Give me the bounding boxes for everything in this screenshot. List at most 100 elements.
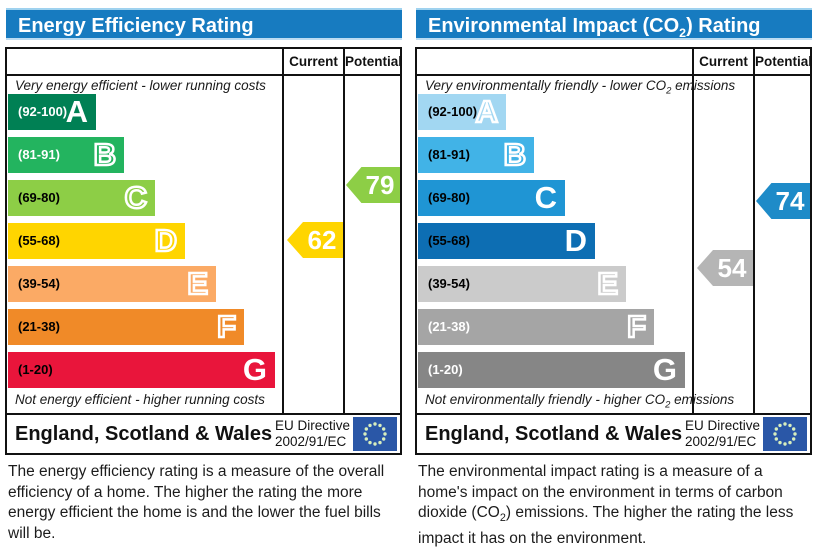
- band-range-label: (39-54): [18, 276, 60, 291]
- band-range-label: (1-20): [428, 362, 463, 377]
- environmental-impact-description: The environmental impact rating is a mea…: [418, 462, 796, 549]
- title-subscript: 2: [679, 26, 687, 40]
- left-arrow-icon: [346, 167, 400, 203]
- band-row-c: (69-80) C: [418, 180, 565, 216]
- band-row-e: (39-54) E: [8, 265, 216, 303]
- eu-directive-label: EU Directive 2002/91/EC: [685, 418, 760, 450]
- band-letter: E: [186, 265, 209, 303]
- band-range-label: (55-68): [428, 233, 470, 248]
- region-label: England, Scotland & Wales: [15, 423, 273, 445]
- column-header-row: [7, 49, 400, 76]
- energy-efficiency-title: Energy Efficiency Rating: [6, 8, 402, 40]
- title-text: Energy Efficiency Rating: [18, 15, 254, 37]
- caption-text: Very energy efficient - lower running co…: [15, 78, 266, 93]
- band-range-label: (21-38): [18, 319, 60, 334]
- band-range-label: (69-80): [428, 190, 470, 205]
- column-divider: [282, 49, 284, 415]
- caption-text: Very environmentally friendly - lower CO: [425, 78, 667, 93]
- band-row-c: (69-80) C: [8, 179, 155, 217]
- footer-row: England, Scotland & Wales EU Directive 2…: [7, 413, 400, 453]
- environmental-impact-panel: Environmental Impact (CO2) Rating Curren…: [410, 0, 820, 547]
- energy-efficiency-panel: Energy Efficiency Rating Current Potenti…: [0, 0, 410, 547]
- eu-flag-icon: [353, 417, 397, 451]
- band-letter: D: [153, 222, 178, 260]
- chart-area: Current Potential Very energy efficient …: [7, 49, 403, 453]
- band-row-d: (55-68) D: [418, 223, 595, 259]
- chart-area: Current Potential Very environmentally f…: [417, 49, 813, 453]
- band-letter: A: [474, 93, 499, 131]
- band-letter: B: [502, 136, 527, 174]
- band-letter: G: [242, 352, 267, 387]
- current-rating-arrow: 62: [287, 222, 343, 258]
- band-range-label: (1-20): [18, 362, 53, 377]
- band-row-b: (81-91) B: [418, 136, 534, 174]
- top-caption: Very environmentally friendly - lower CO…: [425, 78, 735, 97]
- left-arrow-icon: [697, 250, 753, 286]
- band-row-f: (21-38) F: [8, 308, 244, 346]
- column-header-row: [417, 49, 810, 76]
- potential-column-header: Potential: [755, 54, 813, 69]
- column-divider: [343, 49, 345, 415]
- potential-rating-arrow: 74: [756, 183, 810, 219]
- band-row-b: (81-91) B: [8, 136, 124, 174]
- title-text: Environmental Impact (CO: [428, 15, 680, 37]
- band-letter: F: [216, 308, 237, 346]
- region-label: England, Scotland & Wales: [425, 423, 683, 445]
- band-letter: E: [596, 265, 619, 303]
- eu-directive-line1: EU Directive: [684, 418, 760, 433]
- caption-subscript: 2: [665, 399, 671, 411]
- band-letter: C: [534, 180, 557, 215]
- band-row-g: (1-20) G: [418, 352, 685, 388]
- band-letter: D: [564, 223, 587, 258]
- band-row-e: (39-54) E: [418, 265, 626, 303]
- band-range-label: (69-80): [18, 190, 60, 205]
- band-row-g: (1-20) G: [8, 352, 275, 388]
- band-row-d: (55-68) D: [8, 222, 185, 260]
- eu-flag-icon: [763, 417, 807, 451]
- caption-text-post: emissions: [671, 78, 736, 93]
- energy-efficiency-description: The energy efficiency rating is a measur…: [8, 462, 386, 549]
- band-range-label: (81-91): [428, 147, 470, 162]
- caption-text: Not energy efficient - higher running co…: [15, 392, 265, 407]
- potential-rating-value: 74: [775, 185, 805, 216]
- left-arrow-icon: [287, 222, 343, 258]
- band-letter: F: [626, 308, 647, 346]
- description-subscript: 2: [499, 512, 506, 525]
- title-text-post: ) Rating: [686, 15, 761, 37]
- potential-rating-arrow: 79: [346, 167, 400, 203]
- current-rating-value: 62: [307, 224, 337, 255]
- environmental-impact-title: Environmental Impact (CO2) Rating: [416, 8, 812, 40]
- band-row-a: (92-100) A: [418, 93, 506, 131]
- band-letter: B: [92, 136, 117, 174]
- eu-directive-label: EU Directive 2002/91/EC: [275, 418, 350, 450]
- bottom-caption: Not environmentally friendly - higher CO…: [425, 392, 734, 411]
- band-range-label: (21-38): [428, 319, 470, 334]
- eu-directive-line2: 2002/91/EC: [274, 434, 347, 449]
- band-range-label: (81-91): [18, 147, 60, 162]
- band-row-f: (21-38) F: [418, 308, 654, 346]
- band-letter: C: [123, 179, 148, 217]
- caption-text-post: emissions: [670, 392, 735, 407]
- description-text-post: ) emissions. The higher the rating the l…: [418, 504, 794, 547]
- current-rating-value: 54: [717, 252, 747, 283]
- band-range-label: (92-100): [18, 104, 68, 119]
- description-text: The environmental impact rating is a mea…: [418, 463, 783, 521]
- potential-column-header: Potential: [345, 54, 403, 69]
- left-arrow-icon: [756, 183, 810, 219]
- column-divider: [692, 49, 694, 415]
- eu-directive-line1: EU Directive: [274, 418, 350, 433]
- caption-text: Not environmentally friendly - higher CO: [425, 392, 666, 407]
- co2-rating-chart: Current Potential Very environmentally f…: [415, 47, 812, 455]
- band-range-label: (39-54): [428, 276, 470, 291]
- energy-rating-chart: Current Potential Very energy efficient …: [5, 47, 402, 455]
- description-text: The energy efficiency rating is a measur…: [8, 463, 385, 542]
- column-divider: [753, 49, 755, 415]
- caption-subscript: 2: [666, 85, 672, 97]
- eu-directive-line2: 2002/91/EC: [684, 434, 757, 449]
- band-range-label: (92-100): [428, 104, 478, 119]
- band-row-a: (92-100) A: [8, 94, 96, 130]
- current-column-header: Current: [289, 54, 338, 69]
- current-column-header: Current: [699, 54, 748, 69]
- potential-rating-value: 79: [365, 169, 395, 200]
- band-letter: G: [652, 352, 677, 387]
